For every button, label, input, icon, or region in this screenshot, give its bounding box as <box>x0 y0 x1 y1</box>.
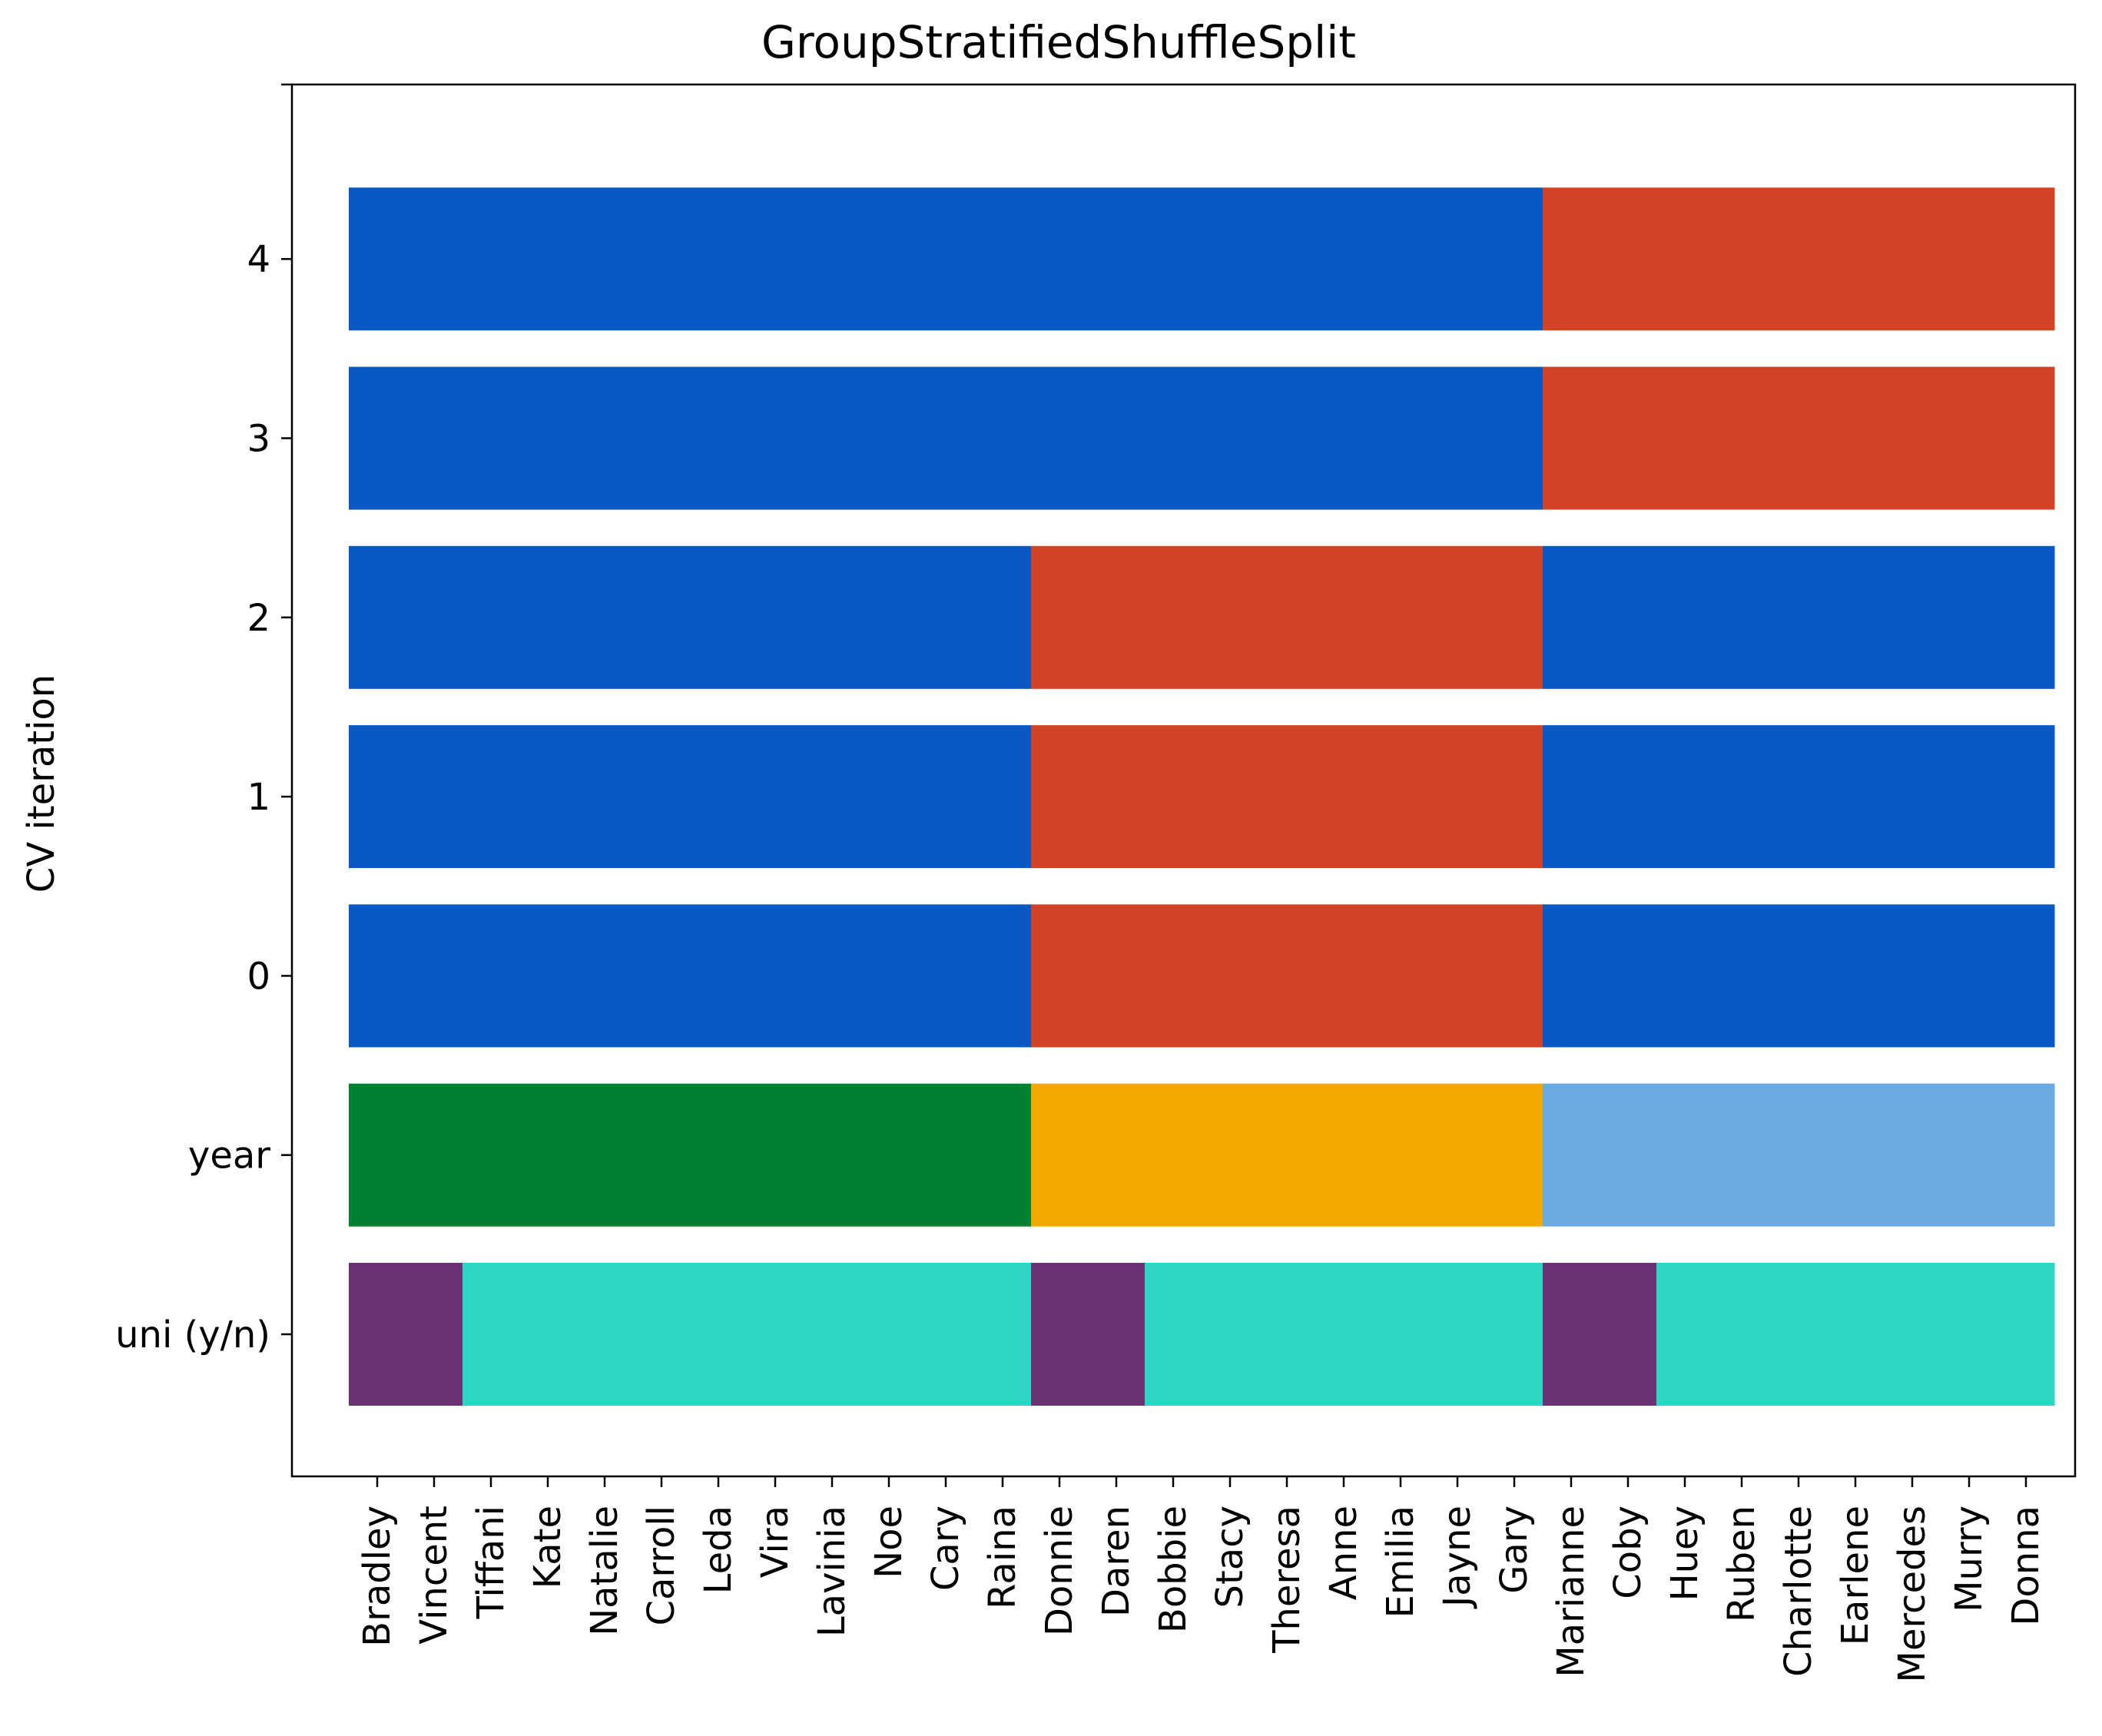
row-1-segment-2 <box>1543 1083 2055 1227</box>
x-tick-label-12: Donnie <box>1038 1506 1081 1636</box>
x-tick-label-2: Tiffani <box>469 1506 512 1619</box>
row-2-segment-0 <box>349 904 1032 1048</box>
x-tick-label-3: Kate <box>526 1506 569 1589</box>
x-tick-label-15: Stacy <box>1208 1506 1252 1608</box>
x-tick-label-9: Noe <box>867 1506 910 1579</box>
x-tick-label-0: Bradley <box>356 1506 399 1647</box>
row-5-segment-0 <box>349 366 1543 510</box>
chart-title: GroupStratifiedShuffleSplit <box>761 16 1356 68</box>
x-tick-label-5: Carroll <box>640 1506 683 1626</box>
row-0-segment-1 <box>463 1263 1032 1406</box>
plot-area <box>349 187 2055 1406</box>
row-0-segment-2 <box>1031 1263 1145 1406</box>
x-tick-label-11: Raina <box>981 1506 1024 1609</box>
y-tick-label-3: 1 <box>247 776 270 819</box>
y-tick-label-2: 0 <box>247 955 270 998</box>
row-1-segment-1 <box>1031 1083 1543 1227</box>
x-tick-label-29: Donna <box>2004 1506 2047 1626</box>
x-tick-label-20: Gary <box>1493 1506 1536 1594</box>
row-0-segment-4 <box>1543 1263 1657 1406</box>
x-tick-label-21: Marianne <box>1550 1506 1593 1678</box>
y-tick-label-1: year <box>188 1135 270 1178</box>
row-0-segment-0 <box>349 1263 463 1406</box>
x-tick-label-13: Daren <box>1095 1506 1138 1617</box>
y-tick-label-0: uni (y/n) <box>115 1314 270 1357</box>
row-5-segment-1 <box>1543 366 2055 510</box>
x-tick-label-28: Murry <box>1948 1506 1991 1612</box>
row-4-segment-0 <box>349 545 1032 689</box>
x-tick-label-18: Emilia <box>1379 1506 1422 1618</box>
plot-frame <box>290 83 2077 1478</box>
row-6-segment-1 <box>1543 187 2055 331</box>
x-tick-label-24: Ruben <box>1720 1506 1763 1622</box>
row-4-segment-1 <box>1031 545 1543 689</box>
x-tick-label-14: Bobbie <box>1152 1506 1195 1633</box>
x-tick-label-19: Jayne <box>1436 1506 1479 1609</box>
x-tick-label-1: Vincent <box>413 1506 456 1645</box>
row-3-segment-0 <box>349 725 1032 869</box>
x-axis-ticks: Bradley Vincent Tiffani Kate Natalie Carroll L… <box>356 1476 2047 1683</box>
x-tick-label-16: Theresa <box>1265 1506 1308 1654</box>
x-tick-label-17: Anne <box>1322 1506 1365 1600</box>
row-1-segment-0 <box>349 1083 1032 1227</box>
row-4-segment-2 <box>1543 545 2055 689</box>
x-tick-label-23: Huey <box>1663 1506 1706 1601</box>
x-tick-label-10: Cary <box>924 1506 967 1591</box>
y-tick-label-6: 4 <box>247 238 270 281</box>
row-0-segment-5 <box>1656 1263 2055 1406</box>
row-2-segment-1 <box>1031 904 1543 1048</box>
x-tick-label-7: Vira <box>754 1506 797 1578</box>
row-0-segment-3 <box>1145 1263 1543 1406</box>
y-tick-label-4: 2 <box>247 597 270 640</box>
x-tick-label-25: Charlotte <box>1777 1506 1820 1677</box>
x-tick-label-4: Natalie <box>583 1506 626 1636</box>
x-tick-label-27: Mercedes <box>1891 1506 1934 1683</box>
row-2-segment-2 <box>1543 904 2055 1048</box>
row-3-segment-2 <box>1543 725 2055 869</box>
x-tick-label-22: Coby <box>1606 1506 1649 1599</box>
y-tick-label-5: 3 <box>247 418 270 461</box>
x-tick-label-6: Leda <box>697 1506 740 1594</box>
y-axis-label: CV iteration <box>20 674 63 893</box>
row-6-segment-0 <box>349 187 1543 331</box>
y-axis-ticks: uni (y/n) year 0 1 2 3 4 <box>115 83 292 1357</box>
row-3-segment-1 <box>1031 725 1543 869</box>
x-tick-label-26: Earlene <box>1834 1506 1877 1645</box>
x-tick-label-8: Lavinia <box>811 1506 854 1637</box>
